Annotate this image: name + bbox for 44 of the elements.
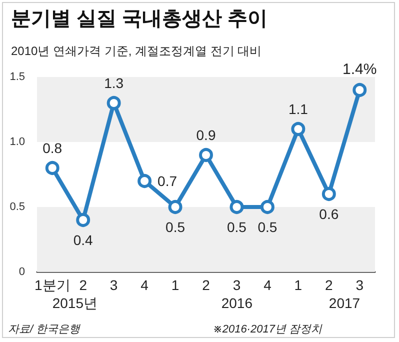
y-tick-label: 0: [18, 266, 25, 278]
text: 자료/ 한국은행: [8, 324, 82, 336]
x-tick-label: 2: [79, 277, 88, 293]
data-label: 0.6: [319, 206, 339, 222]
point: [168, 200, 182, 214]
point: [291, 122, 306, 136]
x-tick-label: 1: [171, 277, 180, 293]
chart-subtitle: 2010년 연쇄가격 기준, 계절조정계열 전기 대비: [11, 44, 262, 58]
data-label: 0.7: [158, 173, 178, 189]
x-tick-label: 3: [356, 277, 364, 293]
x-tick-label: 3: [110, 277, 118, 293]
data-label: 0.4: [73, 232, 94, 248]
data-label: 1.4%: [342, 61, 377, 78]
data-label: 1.1: [288, 101, 308, 117]
data-label: 1.3: [104, 75, 124, 91]
x-tick-label: 4: [140, 277, 149, 293]
data-label: 0.5: [166, 219, 186, 235]
point: [199, 148, 213, 162]
chart-title: 분기별 실질 국내총생산 추이: [11, 8, 268, 30]
text: ※2016·2017년 잠정치: [213, 324, 323, 336]
point: [106, 96, 121, 110]
text: 2017: [328, 295, 360, 311]
data-label: 0.9: [196, 127, 216, 143]
point: [230, 200, 244, 214]
x-tick-label: 1분기: [34, 277, 70, 293]
y-tick-label: 1.5: [10, 71, 25, 83]
x-tick-label: 3: [232, 277, 241, 293]
x-tick-label: 1: [294, 277, 302, 293]
x-tick-label: 4: [264, 277, 272, 293]
x-tick-label: 2: [202, 277, 210, 293]
point: [138, 174, 152, 188]
x-tick-label: 2: [325, 277, 334, 293]
text: 2016: [221, 295, 253, 311]
point: [352, 83, 367, 97]
data-label: 0.5: [226, 219, 247, 235]
data-label: 0.5: [258, 219, 278, 235]
data-label: 0.8: [42, 140, 62, 156]
point: [260, 200, 274, 214]
point: [45, 161, 60, 175]
text: 2015년: [52, 295, 98, 311]
y-tick-label: 1.0: [10, 136, 25, 148]
point: [76, 213, 90, 227]
point: [322, 187, 336, 201]
y-tick-label: 0.5: [10, 201, 25, 213]
